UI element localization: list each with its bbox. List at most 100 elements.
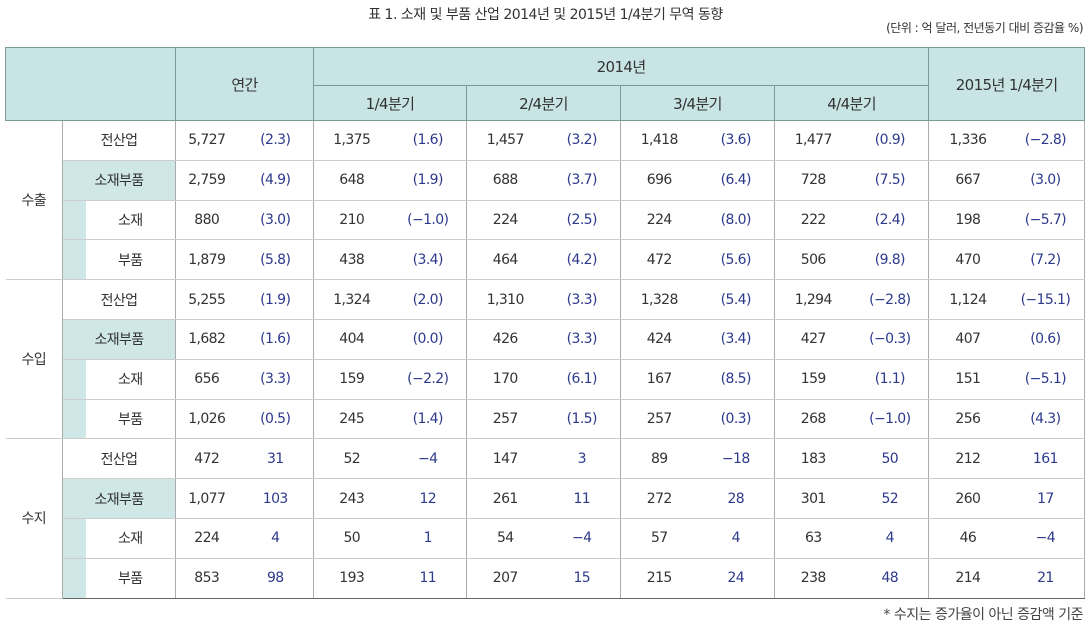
value-cell: 222	[774, 199, 852, 241]
value-cell: (5.8)	[237, 239, 315, 281]
value-cell: 212	[928, 438, 1007, 480]
value-cell: 89	[620, 438, 698, 480]
value-cell: 1,336	[928, 120, 1007, 161]
value-cell: 1,294	[774, 279, 852, 320]
table-title: 표 1. 소재 및 부품 산업 2014년 및 2015년 1/4분기 무역 동…	[368, 7, 723, 23]
value-cell: (0.9)	[851, 120, 930, 161]
value-cell: (−0.3)	[851, 318, 930, 360]
table-row: 수지 전산업 472 31 52 −4 147 3 89 −18 183 50 212 161	[5, 438, 1086, 599]
value-cell: (5.6)	[697, 239, 776, 281]
value-cell: 1,418	[620, 120, 698, 161]
value-cell: 261	[466, 478, 544, 519]
value-cell: 224	[620, 199, 698, 241]
value-cell: 170	[466, 358, 544, 400]
value-cell: (6.4)	[697, 159, 776, 201]
value-cell: 54	[466, 517, 544, 559]
value-cell: (7.5)	[851, 159, 930, 201]
value-cell: 11	[543, 478, 622, 519]
value-cell: 50	[851, 438, 930, 480]
value-cell: 438	[313, 239, 390, 281]
unit-note: (단위 : 억 달러, 전년동기 대비 증감율 %)	[886, 21, 1083, 35]
value-cell: 1,077	[175, 478, 238, 519]
value-cell: (−5.1)	[1006, 358, 1086, 400]
indent-strip	[62, 199, 86, 241]
value-cell: (3.3)	[543, 279, 622, 320]
value-cell: 46	[928, 517, 1007, 559]
table-row: 부품 1,026 (0.5) 245 (1.4) 257 (1.5) 257 (0.3) 268(…	[6, 398, 1086, 440]
value-cell: 1,328	[620, 279, 698, 320]
value-cell: 1,324	[313, 279, 390, 320]
value-cell: (1.6)	[237, 318, 315, 360]
value-cell: 98	[237, 557, 315, 599]
value-cell: 1,879	[175, 239, 238, 281]
header-cell: 2/4분기	[466, 85, 622, 121]
value-cell: 151	[928, 358, 1007, 400]
value-cell: 301	[774, 478, 852, 519]
value-cell: (4.9)	[237, 159, 315, 201]
value-cell: 159	[774, 358, 852, 400]
table-row: 소재 224 4 50 1 54 −4 57 4 63 4 46 −4	[6, 517, 1086, 559]
value-cell: (1.9)	[237, 279, 315, 320]
value-cell: 1	[389, 517, 468, 559]
row-label: 부품	[85, 557, 177, 599]
indent-strip	[62, 358, 86, 400]
row-label: 소재부품	[62, 318, 177, 360]
value-cell: 506	[774, 239, 852, 281]
value-cell: (3.0)	[1006, 159, 1086, 201]
value-cell: 656	[175, 358, 238, 400]
row-label: 소재	[85, 517, 177, 559]
value-cell: 243	[313, 478, 390, 519]
row-label: 소재부품	[62, 159, 177, 201]
header-cell: 4/4분기	[774, 85, 930, 121]
value-cell: (−5.7)	[1006, 199, 1086, 241]
indent-strip	[62, 398, 86, 440]
value-cell: 427	[774, 318, 852, 360]
value-cell: (3.4)	[697, 318, 776, 360]
group-label: 수출	[5, 119, 63, 281]
value-cell: 728	[774, 159, 852, 201]
value-cell: 257	[466, 398, 544, 440]
trade-table: 연간 2014년 2015년 1/4분기 1/4분기 2/4분기 3/4분기 4/4분…	[4, 47, 1086, 599]
header-cell: 2015년 1/4분기	[928, 47, 1086, 121]
value-cell: (−1.0)	[851, 398, 930, 440]
value-cell: 50	[313, 517, 390, 559]
value-cell: 426	[466, 318, 544, 360]
row-label: 소재부품	[62, 478, 177, 519]
value-cell: 5,255	[175, 279, 238, 320]
value-cell: 48	[851, 557, 930, 599]
value-cell: 147	[466, 438, 544, 480]
value-cell: 696	[620, 159, 698, 201]
table-row: 소재 880 (3.0) 210 (−1.0) 224 (2.5) 224 (8.0) 222 (2…	[6, 199, 1086, 241]
value-cell: 224	[466, 199, 544, 241]
value-cell: 193	[313, 557, 390, 599]
value-cell: 159	[313, 358, 390, 400]
table-row: 소재부품 1,077 103 243 12 261 11 272 28 301 52 260 17	[6, 478, 1086, 519]
value-cell: (9.8)	[851, 239, 930, 281]
value-cell: 3	[543, 438, 622, 480]
value-cell: (0.5)	[237, 398, 315, 440]
value-cell: (3.7)	[543, 159, 622, 201]
value-cell: 198	[928, 199, 1007, 241]
value-cell: 161	[1006, 438, 1086, 480]
value-cell: (0.6)	[1006, 318, 1086, 360]
table-row: 부품 1,879 (5.8) 438 (3.4) 464 (4.2) 472 (5.6) 506(…	[6, 239, 1086, 281]
value-cell: 404	[313, 318, 390, 360]
value-cell: 1,124	[928, 279, 1007, 320]
value-cell: (1.5)	[543, 398, 622, 440]
value-cell: (0.3)	[697, 398, 776, 440]
value-cell: 1,477	[774, 120, 852, 161]
value-cell: 238	[774, 557, 852, 599]
value-cell: (1.9)	[389, 159, 468, 201]
value-cell: 4	[851, 517, 930, 559]
table-row: 소재부품 2,759 (4.9) 648 (1.9) 688 (3.7) 696 (6.4) 72…	[6, 159, 1086, 201]
value-cell: 17	[1006, 478, 1086, 519]
row-label: 전산업	[62, 279, 177, 320]
row-label: 소재	[85, 199, 177, 241]
value-cell: (4.3)	[1006, 398, 1086, 440]
row-label: 전산업	[62, 438, 177, 480]
header-cell: 3/4분기	[620, 85, 776, 121]
value-cell: (6.1)	[543, 358, 622, 400]
value-cell: 21	[1006, 557, 1086, 599]
value-cell: −4	[543, 517, 622, 559]
value-cell: 688	[466, 159, 544, 201]
